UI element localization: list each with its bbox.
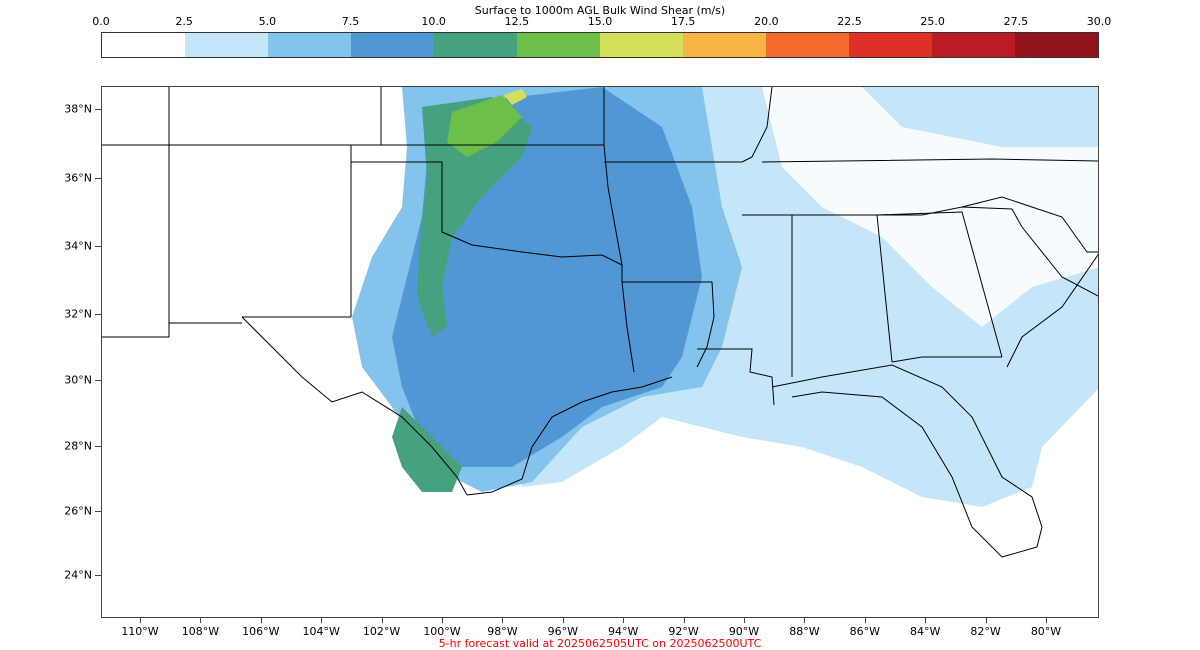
longitude-label: 102°W <box>362 625 401 638</box>
longitude-tick <box>381 618 383 623</box>
longitude-tick <box>623 618 625 623</box>
shear-region-light-east <box>762 87 1098 327</box>
latitude-tick <box>95 314 101 315</box>
longitude-label: 104°W <box>302 625 340 638</box>
longitude-tick <box>925 618 927 623</box>
colorbar-segment <box>683 33 766 57</box>
longitude-label: 86°W <box>849 625 880 638</box>
longitude-label: 100°W <box>423 625 461 638</box>
longitude-tick <box>321 618 323 623</box>
colorbar-segment <box>849 33 932 57</box>
latitude-tick <box>95 178 101 179</box>
latitude-tick <box>95 446 101 447</box>
colorbar-tick-label: 5.0 <box>258 15 277 28</box>
longitude-label: 96°W <box>547 625 578 638</box>
latitude-label: 30°N <box>64 373 92 387</box>
shear-region-yellow <box>504 89 527 105</box>
latitude-label: 36°N <box>64 171 92 185</box>
longitude-tick <box>1046 618 1047 623</box>
longitude-label: 84°W <box>910 625 941 638</box>
colorbar-tick-label: 22.5 <box>837 15 862 28</box>
colorbar-segment <box>1015 33 1098 57</box>
longitude-label: 82°W <box>970 625 1001 638</box>
longitude-tick <box>200 618 202 623</box>
latitude-tick <box>95 380 101 381</box>
longitude-label: 98°W <box>487 625 518 638</box>
colorbar-tick-label: 15.0 <box>587 15 613 28</box>
map-frame <box>101 86 1099 618</box>
latitude-label: 38°N <box>64 102 92 116</box>
longitude-label: 88°W <box>789 625 820 638</box>
colorbar-tick-label: 30.0 <box>1086 15 1112 28</box>
latitude-label: 26°N <box>64 504 92 518</box>
longitude-tick <box>804 618 806 623</box>
colorbar-segment <box>600 33 683 57</box>
longitude-tick <box>864 618 866 623</box>
latitude-label: 24°N <box>64 568 92 582</box>
latitude-tick <box>95 511 101 512</box>
state-boundaries <box>102 87 1098 558</box>
longitude-tick <box>744 618 745 623</box>
shear-region-bright <box>447 95 522 157</box>
colorbar <box>101 32 1099 58</box>
longitude-label: 90°W <box>728 625 760 638</box>
colorbar-segment <box>268 33 351 57</box>
shear-region-green-south <box>392 407 462 492</box>
colorbar-segment <box>434 33 517 57</box>
colorbar-tick-label: 25.0 <box>920 15 945 28</box>
longitude-tick <box>140 618 141 623</box>
longitude-tick <box>502 618 504 623</box>
latitude-tick <box>95 575 101 576</box>
latitude-tick <box>95 109 101 110</box>
colorbar-tick-label: 10.0 <box>421 15 446 28</box>
latitude-label: 28°N <box>64 439 92 453</box>
longitude-label: 110°W <box>121 625 159 638</box>
colorbar-tick-label: 7.5 <box>341 15 360 28</box>
shear-field <box>352 87 1098 507</box>
longitude-tick <box>562 618 564 623</box>
longitude-tick <box>683 618 685 623</box>
colorbar-segment <box>517 33 600 57</box>
latitude-tick <box>95 246 101 247</box>
colorbar-segment <box>102 33 185 57</box>
colorbar-title: Surface to 1000m AGL Bulk Wind Shear (m/… <box>474 4 726 17</box>
forecast-valid-text: 5-hr forecast valid at 2025062505UTC on … <box>438 637 762 650</box>
colorbar-ticks: 0.0 2.5 5.0 7.5 10.0 12.5 15.0 17.5 20.0 22.5 25.0… <box>0 15 1200 29</box>
longitude-tick <box>260 618 262 623</box>
latitude-label: 34°N <box>64 239 92 253</box>
latitude-label: 32°N <box>64 307 92 321</box>
colorbar-segment <box>766 33 849 57</box>
longitude-label: 80°W <box>1030 625 1062 638</box>
colorbar-tick-label: 20.0 <box>754 15 779 28</box>
colorbar-segment <box>185 33 268 57</box>
colorbar-tick-label: 17.5 <box>670 15 696 28</box>
longitude-label: 92°W <box>668 625 699 638</box>
longitude-label: 94°W <box>608 625 639 638</box>
colorbar-segment <box>351 33 434 57</box>
longitude-tick <box>442 618 443 623</box>
longitude-label: 106°W <box>242 625 280 638</box>
wind-shear-map <box>102 87 1098 558</box>
colorbar-tick-label: 12.5 <box>504 15 530 28</box>
colorbar-tick-label: 27.5 <box>1003 15 1029 28</box>
colorbar-tick-label: 0.0 <box>92 15 110 28</box>
shear-region-green <box>417 97 532 337</box>
longitude-tick <box>985 618 987 623</box>
longitude-label: 108°W <box>181 625 220 638</box>
colorbar-tick-label: 2.5 <box>175 15 193 28</box>
colorbar-segment <box>932 33 1015 57</box>
